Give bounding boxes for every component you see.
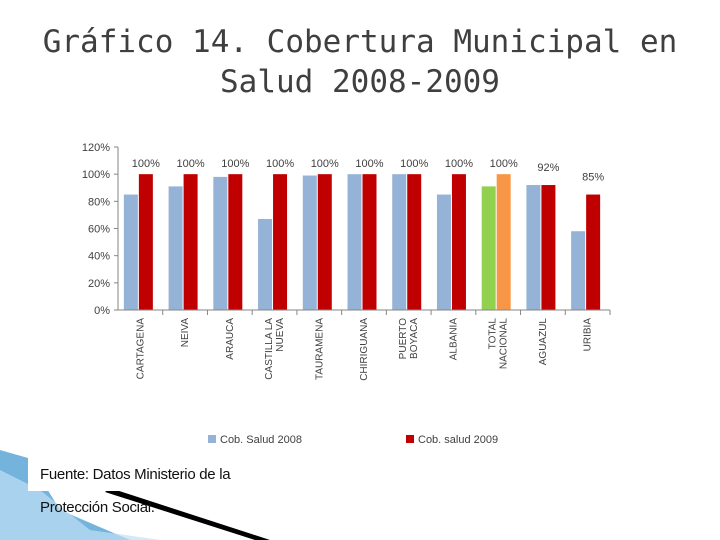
chart-title-line-1: Gráfico 14. Cobertura Municipal en bbox=[42, 24, 678, 60]
bar-2008 bbox=[436, 194, 451, 310]
legend-swatch bbox=[208, 435, 216, 443]
data-label: 85% bbox=[582, 172, 604, 184]
bar-2008 bbox=[481, 186, 496, 310]
x-tick-label: AGUAZUL bbox=[538, 318, 549, 366]
x-axis: CARTAGENA NEIVA ARAUCA CASTILLA LANUEVA TAUR… bbox=[118, 309, 611, 381]
bar-2009 bbox=[273, 174, 288, 310]
bar-2009 bbox=[496, 174, 511, 310]
x-tick-label: ARAUCA bbox=[225, 318, 236, 360]
data-label: 100% bbox=[400, 158, 428, 170]
bar-2008 bbox=[392, 174, 407, 310]
data-label: 100% bbox=[177, 158, 205, 170]
y-tick-label: 40% bbox=[88, 251, 110, 263]
deco-black-line bbox=[105, 488, 270, 540]
legend-label: Cob. Salud 2008 bbox=[220, 434, 302, 446]
bars bbox=[123, 174, 601, 310]
bar-2009 bbox=[138, 174, 153, 310]
x-tick-label: CARTAGENA bbox=[135, 318, 146, 380]
bar-2008 bbox=[123, 194, 138, 310]
data-label: 100% bbox=[266, 158, 294, 170]
bar-chart: 0%20%40%60%80%100%120% 100% 100% 100% 100% 1… bbox=[82, 142, 611, 446]
bar-2008 bbox=[168, 186, 183, 310]
source-caption: Fuente: Datos Ministerio de la Protecció… bbox=[28, 458, 290, 516]
data-label: 100% bbox=[221, 158, 249, 170]
bar-2009 bbox=[317, 174, 332, 310]
x-tick-label: TOTALNACIONAL bbox=[488, 318, 510, 370]
deco-light-swoosh bbox=[0, 470, 160, 540]
bar-2009 bbox=[183, 174, 198, 310]
y-tick-label: 100% bbox=[82, 169, 110, 181]
legend: Cob. Salud 2008 Cob. salud 2009 bbox=[208, 434, 498, 446]
data-label: 100% bbox=[490, 158, 518, 170]
bar-2008 bbox=[526, 185, 541, 310]
y-tick-label: 20% bbox=[88, 278, 110, 290]
bar-2009 bbox=[541, 185, 556, 310]
x-tick-label: PUERTOBOYACA bbox=[398, 318, 420, 360]
legend-swatch bbox=[406, 435, 414, 443]
x-tick-label: CHIRIGUANA bbox=[359, 318, 370, 381]
x-tick-label: NEIVA bbox=[180, 318, 191, 348]
y-tick-label: 0% bbox=[94, 305, 110, 317]
legend-label: Cob. salud 2009 bbox=[418, 434, 498, 446]
bar-2008 bbox=[347, 174, 362, 310]
data-labels: 100% 100% 100% 100% 100% 100% 100% 100% 100% 92% 8… bbox=[132, 158, 605, 183]
bar-2009 bbox=[407, 174, 422, 310]
chart-title: Gráfico 14. Cobertura Municipal en Salud… bbox=[0, 22, 720, 102]
data-label: 100% bbox=[311, 158, 339, 170]
bar-2008 bbox=[258, 218, 273, 310]
bar-2008 bbox=[571, 231, 586, 310]
data-label: 100% bbox=[132, 158, 160, 170]
y-tick-label: 80% bbox=[88, 196, 110, 208]
bar-2009 bbox=[451, 174, 466, 310]
bar-2008 bbox=[213, 176, 228, 310]
data-label: 92% bbox=[537, 162, 559, 174]
data-label: 100% bbox=[445, 158, 473, 170]
y-tick-label: 60% bbox=[88, 224, 110, 236]
y-tick-label: 120% bbox=[82, 142, 110, 154]
chart-title-line-2: Salud 2008-2009 bbox=[220, 64, 500, 100]
data-label: 100% bbox=[355, 158, 383, 170]
bar-2009 bbox=[228, 174, 243, 310]
bar-2009 bbox=[362, 174, 377, 310]
x-tick-label: ALBANIA bbox=[448, 318, 459, 361]
y-axis: 0% 20% 40% 60% 80% 100% 120% bbox=[82, 142, 119, 317]
bar-2009 bbox=[586, 194, 601, 310]
x-tick-label: TAURAMENA bbox=[314, 318, 325, 380]
x-tick-label: CASTILLA LANUEVA bbox=[264, 318, 286, 380]
bar-2008 bbox=[302, 175, 317, 310]
x-tick-label: URIBIA bbox=[583, 318, 594, 352]
